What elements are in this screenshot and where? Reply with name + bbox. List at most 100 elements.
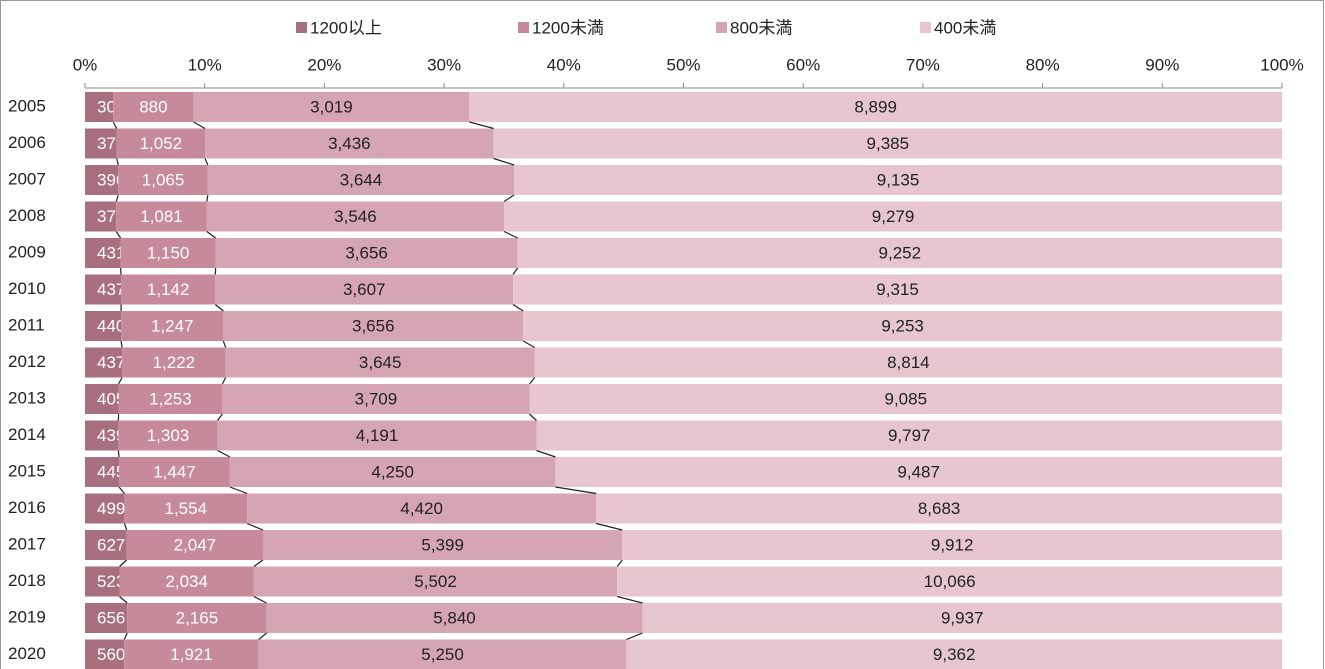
legend-swatch — [920, 22, 931, 33]
series-line — [115, 231, 122, 239]
data-label: 1,247 — [151, 316, 194, 335]
data-label: 437 — [97, 280, 125, 299]
bar-segment — [127, 603, 267, 633]
bar-segment — [205, 128, 494, 159]
data-label: 3,709 — [355, 389, 398, 408]
data-label: 560 — [97, 645, 125, 664]
series-line — [529, 413, 537, 421]
bar-segment — [536, 420, 1282, 451]
bar-segment — [529, 384, 1282, 414]
series-line — [221, 377, 227, 385]
series-line — [246, 522, 264, 531]
data-label: 1,081 — [140, 207, 183, 226]
data-label: 1,052 — [140, 134, 183, 153]
data-label: 405 — [97, 389, 125, 408]
bar-segment — [222, 384, 530, 414]
data-label: 3,436 — [328, 134, 371, 153]
bar-segment — [523, 311, 1282, 341]
data-label: 2,165 — [176, 608, 219, 627]
data-label: 3,656 — [352, 316, 395, 335]
x-tick-label: 20% — [307, 55, 341, 74]
data-label: 1,554 — [165, 499, 208, 518]
x-tick-label: 90% — [1145, 55, 1179, 74]
series-line — [206, 231, 216, 239]
series-line — [206, 194, 209, 202]
data-label: 8,683 — [918, 499, 961, 518]
bar-segment — [120, 238, 216, 268]
bar-segment — [225, 347, 535, 378]
bar-segment — [229, 457, 556, 487]
bar-segment — [215, 274, 514, 305]
data-label: 9,252 — [879, 243, 922, 262]
series-line — [112, 121, 118, 129]
y-tick-label: 2010 — [8, 279, 46, 298]
data-label: 4,250 — [371, 462, 414, 481]
series-line — [503, 230, 518, 239]
data-label: 2,047 — [174, 535, 217, 554]
bar-segment — [124, 639, 259, 669]
data-label: 1,303 — [147, 426, 190, 445]
series-line — [512, 267, 519, 275]
x-tick-label: 60% — [786, 55, 820, 74]
legend-swatch — [716, 22, 727, 33]
bar-segment — [262, 530, 623, 560]
bar-segment — [126, 530, 263, 560]
data-label: 656 — [97, 608, 125, 627]
series-line — [119, 559, 128, 567]
bar-segment — [626, 639, 1282, 669]
bar-segment — [247, 493, 597, 524]
y-tick-label: 2007 — [8, 169, 46, 188]
data-label: 5,502 — [414, 572, 457, 591]
data-label: 3,644 — [340, 170, 383, 189]
data-label: 4,420 — [400, 499, 443, 518]
data-label: 9,912 — [931, 535, 974, 554]
bar-segment — [121, 274, 216, 305]
series-line — [555, 486, 597, 495]
x-tick-label: 30% — [427, 55, 461, 74]
data-label: 445 — [97, 462, 125, 481]
data-label: 396 — [97, 170, 125, 189]
series-line — [529, 377, 536, 385]
bar-segment — [266, 603, 643, 633]
data-label: 1,222 — [153, 353, 196, 372]
bar-segment — [85, 493, 125, 524]
data-label: 5,399 — [421, 535, 464, 554]
series-line — [512, 303, 524, 312]
data-label: 1,447 — [153, 462, 196, 481]
bar-segment — [85, 274, 122, 305]
y-tick-label: 2012 — [8, 352, 46, 371]
series-line — [116, 158, 119, 166]
x-tick-label: 10% — [188, 55, 222, 74]
y-tick-label: 2006 — [8, 133, 46, 152]
data-label: 9,135 — [877, 170, 920, 189]
series-line — [115, 194, 119, 202]
bar-segment — [253, 566, 618, 597]
data-label: 431 — [97, 243, 125, 262]
series-line — [119, 596, 128, 604]
bar-segment — [215, 238, 518, 268]
data-label: 3,607 — [343, 280, 386, 299]
bar-segment — [116, 201, 207, 232]
y-tick-label: 2008 — [8, 206, 46, 225]
series-line — [596, 522, 623, 531]
y-tick-label: 2009 — [8, 242, 46, 261]
bar-segment — [85, 457, 120, 487]
y-tick-label: 2015 — [8, 461, 46, 480]
series-line — [229, 486, 248, 495]
bar-segment — [124, 493, 248, 524]
bar-segment — [85, 566, 120, 597]
data-label: 1,253 — [149, 389, 192, 408]
data-label: 5,250 — [421, 645, 464, 664]
bar-segment — [85, 603, 128, 633]
data-label: 9,797 — [888, 426, 931, 445]
y-tick-label: 2016 — [8, 498, 46, 517]
bar-segment — [504, 201, 1282, 232]
bar-segment — [207, 165, 515, 195]
legend-label: 800未満 — [730, 18, 792, 37]
bar-segment — [85, 347, 123, 378]
series-line — [217, 413, 223, 421]
bar-segment — [118, 384, 223, 414]
data-label: 440 — [97, 316, 125, 335]
legend-label: 1200未満 — [532, 18, 604, 37]
